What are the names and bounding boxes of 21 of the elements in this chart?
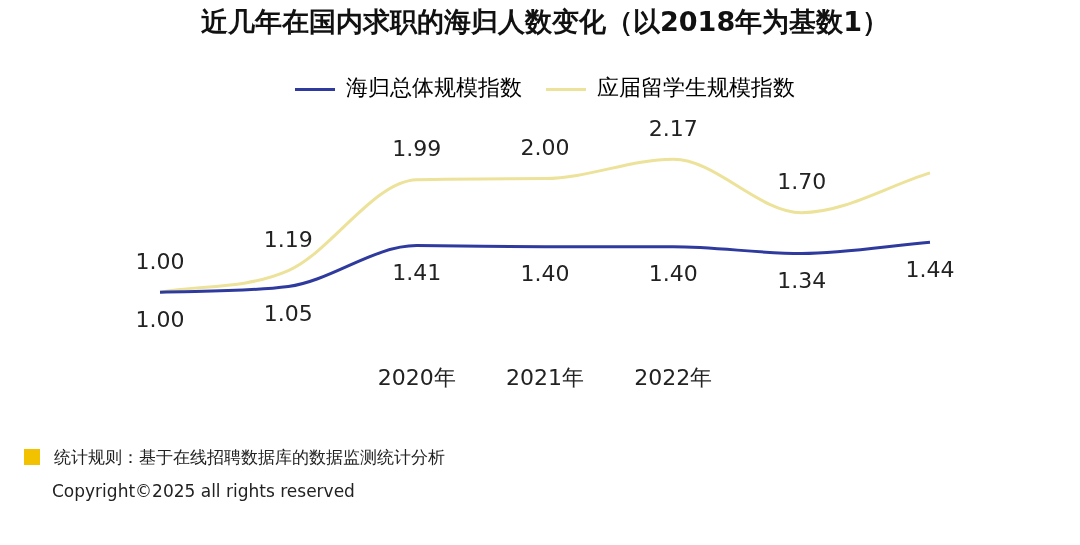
- data-label: 2.17: [648, 115, 698, 141]
- data-label: 1.05: [263, 301, 313, 327]
- legend-label: 海归总体规模指数: [346, 75, 522, 101]
- text: 统计规则：基于在线招聘数据库的数据监测统计分析: [54, 445, 445, 469]
- data-label: 1.44: [905, 256, 955, 282]
- data-label: 1.00: [135, 248, 185, 274]
- data-label: 1.34: [777, 268, 827, 294]
- data-label: 1.41: [392, 260, 442, 286]
- data-label: 1.40: [648, 261, 698, 287]
- data-label: 1.00: [135, 306, 185, 332]
- data-label: 1.99: [392, 136, 442, 162]
- chart-title: 近几年在国内求职的海归人数变化（以2018年为基数1）: [201, 6, 889, 38]
- x-tick-label: 2020年: [377, 364, 456, 390]
- text: Copyright©2025 all rights reserved: [52, 481, 355, 501]
- x-tick-label: 2022年: [634, 364, 713, 390]
- x-tick-label: 2021年: [506, 364, 584, 390]
- data-label: 1.19: [263, 227, 313, 253]
- data-label: 1.70: [777, 169, 827, 195]
- data-label: 1.40: [520, 261, 570, 287]
- legend-label: 应届留学生规模指数: [597, 75, 795, 101]
- data-label: 2.00: [520, 135, 570, 161]
